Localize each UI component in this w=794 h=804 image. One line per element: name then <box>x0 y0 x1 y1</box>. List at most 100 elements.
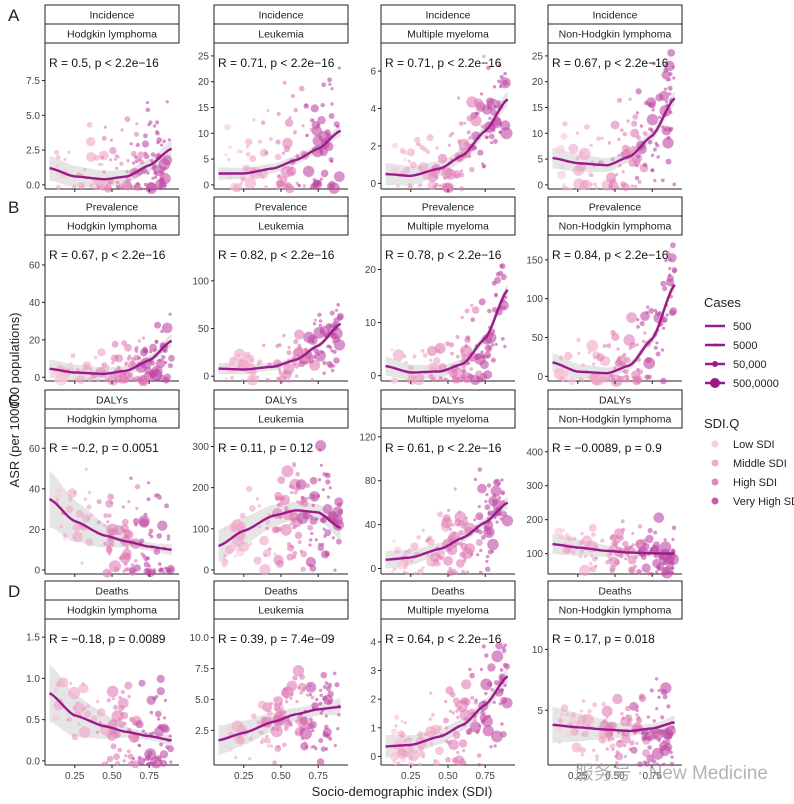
data-point <box>154 368 160 373</box>
data-point <box>281 465 294 478</box>
strip-measure-label: Incidence <box>593 10 638 22</box>
data-point <box>86 121 93 128</box>
data-point <box>587 709 592 714</box>
y-tick-label: 7.5 <box>195 664 209 675</box>
data-point <box>289 721 293 725</box>
data-point <box>156 674 165 684</box>
data-point <box>168 734 172 738</box>
data-point <box>667 253 677 263</box>
data-point <box>487 308 492 314</box>
y-tick-label: 100 <box>192 276 209 287</box>
data-point <box>465 570 470 575</box>
data-point <box>125 177 131 183</box>
data-point <box>655 762 660 766</box>
data-point <box>143 349 148 353</box>
y-tick-label: 25 <box>198 51 210 62</box>
data-point <box>111 361 115 365</box>
data-point <box>303 103 309 109</box>
data-point <box>274 153 282 161</box>
data-point <box>241 177 245 181</box>
strip-measure-label: Deaths <box>264 586 297 598</box>
data-point <box>503 684 507 688</box>
strip-cancer <box>213 408 349 429</box>
data-point <box>290 490 294 495</box>
data-point <box>310 338 314 342</box>
data-point <box>478 298 486 306</box>
scatter-points <box>554 512 679 579</box>
data-point <box>655 311 659 315</box>
data-point <box>135 506 139 511</box>
legend-sdi-label-high: High SDI <box>733 477 777 489</box>
y-tick-label: 0 <box>537 180 543 191</box>
data-point <box>293 490 298 495</box>
data-point <box>485 492 489 497</box>
data-point <box>663 87 668 91</box>
data-point <box>487 511 491 515</box>
data-point <box>151 761 155 765</box>
panels-layer: A Incidence Hodgkin lymphoma 0.0 2.5 5.0 7.5 R … <box>8 4 683 782</box>
data-point <box>55 184 61 190</box>
data-point <box>569 377 573 381</box>
data-point <box>672 182 677 187</box>
data-point <box>482 54 486 59</box>
data-point <box>132 161 136 165</box>
data-point <box>594 754 600 759</box>
data-point <box>152 696 157 701</box>
y-tick-label: 200 <box>526 515 543 526</box>
data-point <box>573 178 585 191</box>
data-point <box>630 128 640 138</box>
data-point <box>655 707 659 711</box>
data-point <box>278 375 287 383</box>
data-point <box>121 180 132 191</box>
data-point <box>651 108 655 112</box>
data-point <box>125 546 129 550</box>
data-point <box>264 150 269 155</box>
data-point <box>389 752 400 762</box>
data-point <box>490 688 494 692</box>
data-point <box>607 141 612 145</box>
data-point <box>575 131 580 135</box>
data-point <box>489 141 494 145</box>
data-point <box>77 722 81 726</box>
data-point <box>660 377 667 385</box>
data-point <box>160 143 164 147</box>
data-point <box>469 367 474 371</box>
data-point <box>157 725 161 729</box>
data-point <box>619 128 624 133</box>
data-point <box>437 349 441 353</box>
strip-cancer <box>380 23 516 44</box>
data-point <box>589 524 597 532</box>
strip-cancer <box>213 23 349 44</box>
data-point <box>90 715 98 723</box>
y-tick-label: 0 <box>370 752 376 763</box>
correlation-annotation: R = −0.0089, p = 0.9 <box>552 441 662 455</box>
data-point <box>445 183 454 192</box>
panel-d-2: Deaths Leukemia 2.5 5.0 7.5 10.0 0.25 0.50 0.75 R… <box>190 580 349 782</box>
y-tick-label: 5 <box>537 155 543 166</box>
data-point <box>148 569 153 575</box>
data-point <box>278 709 284 715</box>
data-point <box>561 185 568 191</box>
data-point <box>477 483 487 494</box>
data-point <box>276 111 281 116</box>
data-point <box>257 700 266 709</box>
data-point <box>258 525 262 529</box>
data-point <box>610 374 623 387</box>
data-point <box>244 166 248 171</box>
data-point <box>433 758 437 763</box>
data-point <box>478 570 483 575</box>
data-point <box>487 549 493 555</box>
data-point <box>419 144 425 150</box>
data-point <box>620 519 625 524</box>
data-point <box>275 344 280 349</box>
data-point <box>333 568 337 572</box>
y-tick-label: 15 <box>198 103 210 114</box>
data-point <box>115 760 120 766</box>
y-tick-label: 0 <box>370 564 376 575</box>
data-point <box>628 566 635 573</box>
data-point <box>422 352 428 358</box>
data-point <box>626 378 630 382</box>
data-point <box>141 729 146 733</box>
facet-row-a: A Incidence Hodgkin lymphoma 0.0 2.5 5.0 7.5 R … <box>8 4 683 195</box>
data-point <box>503 344 507 349</box>
